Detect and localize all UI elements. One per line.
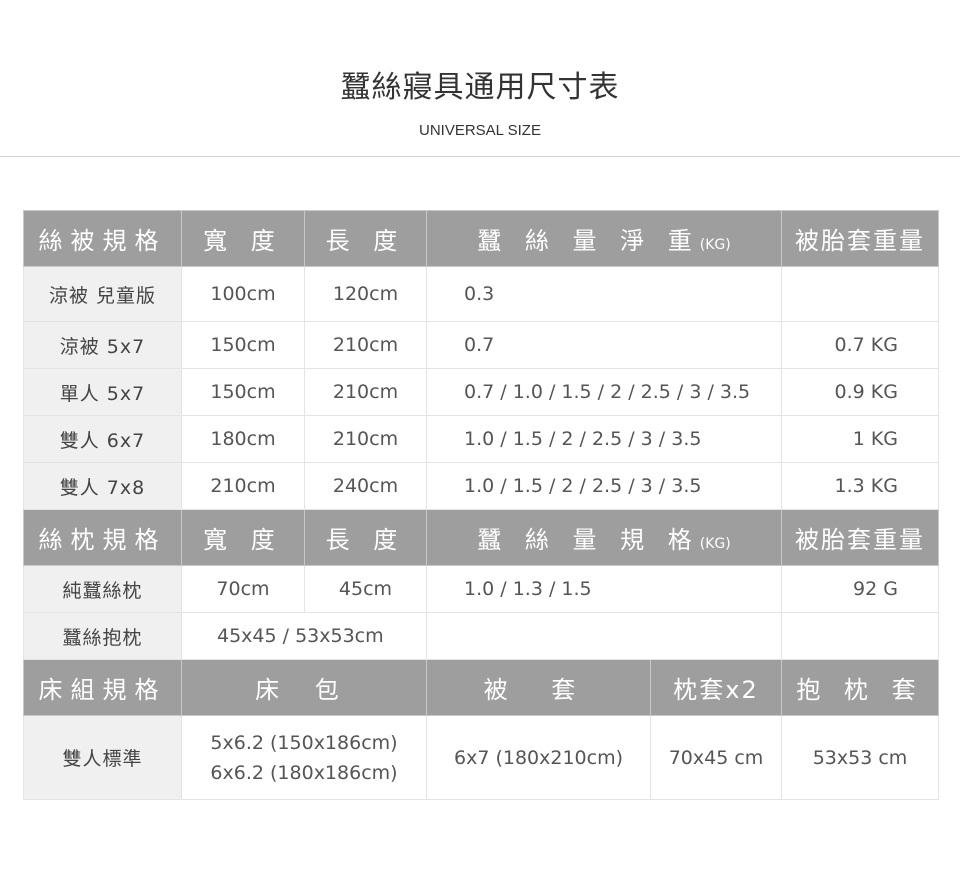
length-cell: 210cm: [304, 415, 427, 463]
row-label: 單人 5x7: [23, 368, 182, 416]
length-cell: 120cm: [304, 266, 427, 322]
table-row: 純蠶絲枕 70cm 45cm 1.0 / 1.3 / 1.5 92 G: [23, 565, 939, 613]
header-cell: 抱 枕 套: [781, 659, 939, 716]
empty-cell: [426, 612, 782, 660]
weight-cell: 0.7 / 1.0 / 1.5 / 2 / 2.5 / 3 / 3.5: [426, 368, 782, 416]
row-label: 雙人 7x8: [23, 462, 182, 510]
table-row: 涼被 兒童版 100cm 120cm 0.3: [23, 266, 939, 322]
width-cell: 70cm: [181, 565, 305, 613]
header-text: 蠶 絲 量 規 格: [477, 526, 700, 554]
row-label: 雙人 6x7: [23, 415, 182, 463]
pillowcase-cell: 70x45 cm: [650, 715, 782, 800]
fitted-sheet-size: 6x6.2 (180x186cm): [210, 761, 398, 784]
header-cell: 絲被規格: [23, 210, 182, 267]
header-cell: 蠶 絲 量 規 格(KG): [426, 509, 782, 566]
table-row: 涼被 5x7 150cm 210cm 0.7 0.7 KG: [23, 321, 939, 369]
table-row: 蠶絲抱枕 45x45 / 53x53cm: [23, 612, 939, 660]
table-row: 雙人標準 5x6.2 (150x186cm) 6x6.2 (180x186cm)…: [23, 715, 939, 800]
unit-label: (KG): [699, 536, 731, 552]
divider: [0, 156, 960, 157]
quilt-header-row: 絲被規格 寬 度 長 度 蠶 絲 量 淨 重(KG) 被胎套重量: [23, 210, 939, 267]
header-cell: 蠶 絲 量 淨 重(KG): [426, 210, 782, 267]
header-cell: 被胎套重量: [781, 509, 939, 566]
bedding-header-row: 床組規格 床 包 被 套 枕套x2 抱 枕 套: [23, 659, 939, 716]
unit-label: (KG): [699, 237, 731, 253]
width-cell: 100cm: [181, 266, 305, 322]
table-row: 單人 5x7 150cm 210cm 0.7 / 1.0 / 1.5 / 2 /…: [23, 368, 939, 416]
weight-cell: 1.0 / 1.5 / 2 / 2.5 / 3 / 3.5: [426, 415, 782, 463]
cover-weight-cell: 92 G: [781, 565, 939, 613]
fitted-sheet-size: 5x6.2 (150x186cm): [210, 731, 398, 754]
width-cell: 180cm: [181, 415, 305, 463]
length-cell: 210cm: [304, 321, 427, 369]
header-cell: 床 包: [181, 659, 427, 716]
cover-weight-cell: [781, 266, 939, 322]
table-row: 雙人 7x8 210cm 240cm 1.0 / 1.5 / 2 / 2.5 /…: [23, 462, 939, 510]
width-cell: 150cm: [181, 321, 305, 369]
size-cell: 45x45 / 53x53cm: [181, 612, 427, 660]
empty-cell: [781, 612, 939, 660]
cover-weight-cell: 1.3 KG: [781, 462, 939, 510]
row-label: 涼被 5x7: [23, 321, 182, 369]
row-label: 涼被 兒童版: [23, 266, 182, 322]
hug-pillowcase-cell: 53x53 cm: [781, 715, 939, 800]
duvet-cover-cell: 6x7 (180x210cm): [426, 715, 651, 800]
header-cell: 被胎套重量: [781, 210, 939, 267]
table-row: 雙人 6x7 180cm 210cm 1.0 / 1.5 / 2 / 2.5 /…: [23, 415, 939, 463]
pillow-header-row: 絲枕規格 寬 度 長 度 蠶 絲 量 規 格(KG) 被胎套重量: [23, 509, 939, 566]
weight-cell: 1.0 / 1.5 / 2 / 2.5 / 3 / 3.5: [426, 462, 782, 510]
weight-cell: 0.7: [426, 321, 782, 369]
row-label: 雙人標準: [23, 715, 182, 800]
weight-cell: 1.0 / 1.3 / 1.5: [426, 565, 782, 613]
size-table: 絲被規格 寬 度 長 度 蠶 絲 量 淨 重(KG) 被胎套重量 涼被 兒童版 …: [23, 210, 939, 800]
header-cell: 長 度: [304, 509, 427, 566]
fitted-sheet-cell: 5x6.2 (150x186cm) 6x6.2 (180x186cm): [181, 715, 427, 800]
header-cell: 寬 度: [181, 509, 305, 566]
header-text: 蠶 絲 量 淨 重: [477, 227, 700, 255]
length-cell: 45cm: [304, 565, 427, 613]
row-label: 蠶絲抱枕: [23, 612, 182, 660]
cover-weight-cell: 0.7 KG: [781, 321, 939, 369]
page-title: 蠶絲寢具通用尺寸表: [340, 70, 620, 105]
width-cell: 210cm: [181, 462, 305, 510]
header-cell: 床組規格: [23, 659, 182, 716]
weight-cell: 0.3: [426, 266, 782, 322]
cover-weight-cell: 1 KG: [781, 415, 939, 463]
row-label: 純蠶絲枕: [23, 565, 182, 613]
header-cell: 被 套: [426, 659, 651, 716]
header-cell: 絲枕規格: [23, 509, 182, 566]
header-cell: 長 度: [304, 210, 427, 267]
page-subtitle: UNIVERSAL SIZE: [419, 122, 541, 139]
cover-weight-cell: 0.9 KG: [781, 368, 939, 416]
length-cell: 240cm: [304, 462, 427, 510]
header-cell: 枕套x2: [650, 659, 782, 716]
length-cell: 210cm: [304, 368, 427, 416]
width-cell: 150cm: [181, 368, 305, 416]
header-cell: 寬 度: [181, 210, 305, 267]
